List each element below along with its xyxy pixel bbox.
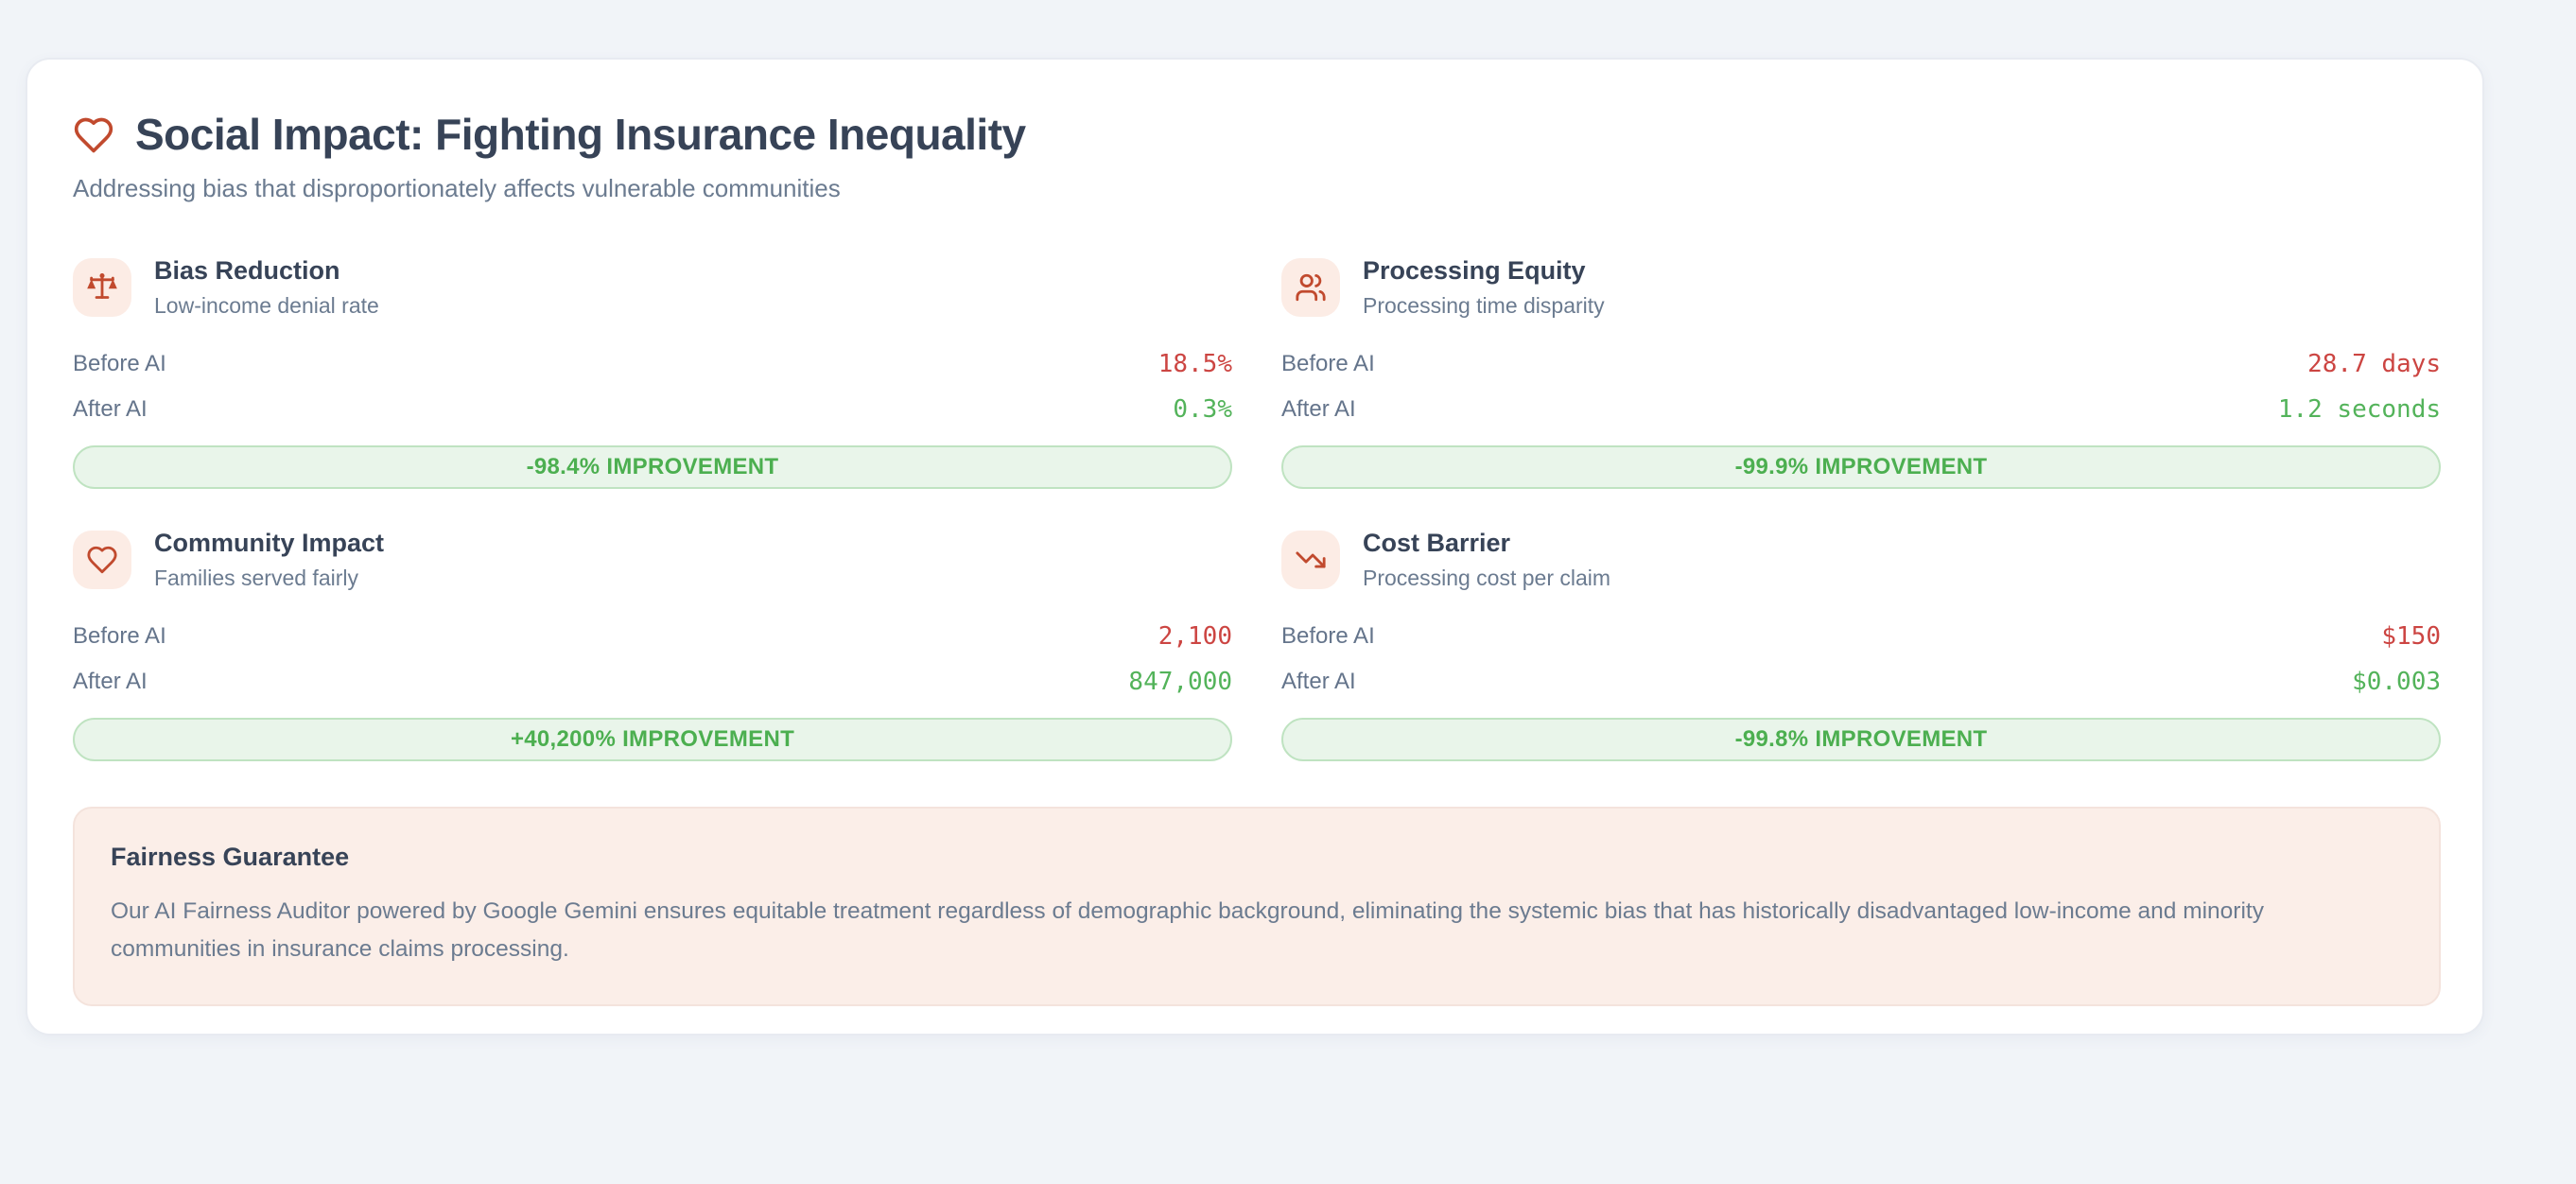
metric-rows: Before AI 28.7 days After AI 1.2 seconds [1281,341,2441,432]
fairness-guarantee-callout: Fairness Guarantee Our AI Fairness Audit… [73,807,2441,1007]
metric-rows: Before AI 18.5% After AI 0.3% [73,341,1232,432]
metric-subtitle: Processing time disparity [1363,293,1605,319]
metric-subtitle: Processing cost per claim [1363,566,1611,591]
page-subtitle: Addressing bias that disproportionately … [73,174,841,203]
after-ai-label: After AI [1281,396,1356,423]
before-ai-row: Before AI $150 [1281,614,2441,659]
metric-card-cost-barrier: Cost Barrier Processing cost per claim B… [1281,529,2441,762]
social-impact-panel: Social Impact: Fighting Insurance Inequa… [26,58,2484,1036]
metric-heading-text: Community Impact Families served fairly [154,529,384,591]
before-ai-label: Before AI [73,351,166,377]
metrics-grid: Bias Reduction Low-income denial rate Be… [73,256,2441,762]
after-ai-value: $0.003 [2352,668,2441,697]
after-ai-value: 847,000 [1128,668,1232,697]
improvement-badge: -98.4% IMPROVEMENT [73,445,1232,490]
before-ai-label: Before AI [73,623,166,650]
metric-heading-text: Bias Reduction Low-income denial rate [154,256,379,319]
after-ai-row: After AI 0.3% [73,387,1232,432]
after-ai-label: After AI [73,396,148,423]
metric-subtitle: Low-income denial rate [154,293,379,319]
improvement-badge: -99.9% IMPROVEMENT [1281,445,2441,490]
metric-heading-text: Cost Barrier Processing cost per claim [1363,529,1610,591]
metric-title: Bias Reduction [154,256,340,286]
page-title: Social Impact: Fighting Insurance Inequa… [135,110,1026,159]
after-ai-label: After AI [73,669,148,695]
metric-title: Community Impact [154,529,385,558]
improvement-badge: -99.8% IMPROVEMENT [1281,718,2441,762]
trending-down-icon [1281,531,1340,590]
before-ai-value: 2,100 [1157,622,1232,652]
before-ai-label: Before AI [1281,623,1375,650]
after-ai-row: After AI 1.2 seconds [1281,387,2441,432]
before-ai-value: 18.5% [1157,350,1232,379]
before-ai-row: Before AI 2,100 [73,614,1232,659]
users-icon [1281,258,1340,318]
metric-title: Cost Barrier [1363,529,1511,558]
before-ai-row: Before AI 18.5% [73,341,1232,387]
metric-header: Cost Barrier Processing cost per claim [1281,529,2441,591]
metric-card-processing-equity: Processing Equity Processing time dispar… [1281,256,2441,490]
after-ai-label: After AI [1281,669,1356,695]
before-ai-label: Before AI [1281,351,1375,377]
panel-header: Social Impact: Fighting Insurance Inequa… [73,109,2441,161]
metric-header: Community Impact Families served fairly [73,529,1232,591]
after-ai-value: 1.2 seconds [2277,395,2441,425]
metric-header: Bias Reduction Low-income denial rate [73,256,1232,319]
heart-icon [73,531,131,590]
metric-subtitle: Families served fairly [154,566,358,591]
after-ai-row: After AI $0.003 [1281,659,2441,705]
before-ai-value: 28.7 days [2307,350,2441,379]
metric-rows: Before AI 2,100 After AI 847,000 [73,614,1232,705]
metric-card-bias-reduction: Bias Reduction Low-income denial rate Be… [73,256,1232,490]
before-ai-value: $150 [2381,622,2441,652]
metric-title: Processing Equity [1363,256,1586,286]
improvement-badge: +40,200% IMPROVEMENT [73,718,1232,762]
metric-heading-text: Processing Equity Processing time dispar… [1363,256,1605,319]
heart-icon [74,117,113,152]
metric-rows: Before AI $150 After AI $0.003 [1281,614,2441,705]
fairness-guarantee-title: Fairness Guarantee [111,843,350,872]
fairness-guarantee-body: Our AI Fairness Auditor powered by Googl… [111,898,2264,963]
scales-icon [73,258,131,318]
after-ai-row: After AI 847,000 [73,659,1232,705]
metric-header: Processing Equity Processing time dispar… [1281,256,2441,319]
before-ai-row: Before AI 28.7 days [1281,341,2441,387]
metric-card-community-impact: Community Impact Families served fairly … [73,529,1232,762]
after-ai-value: 0.3% [1173,395,1232,425]
